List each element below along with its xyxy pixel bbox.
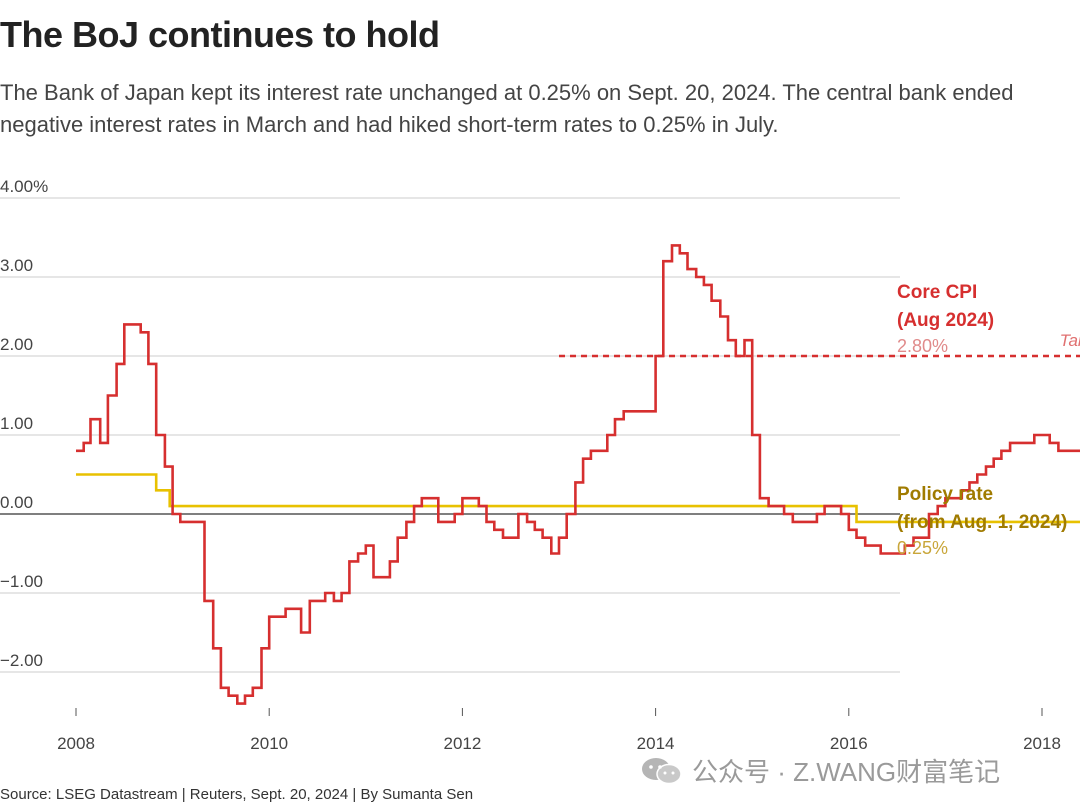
x-tick-label: 2016 — [830, 734, 868, 753]
wechat-icon — [642, 757, 682, 784]
y-tick-label: 2.00 — [0, 335, 33, 354]
core-cpi-line — [76, 244, 1080, 705]
y-tick-label: 1.00 — [0, 414, 33, 433]
policy-rate-value: 0.25% — [897, 538, 948, 558]
y-tick-label: −1.00 — [0, 572, 43, 591]
x-axis-ticks — [75, 708, 1043, 716]
policy-rate-label: Policy rate — [897, 484, 993, 505]
y-tick-label: 3.00 — [0, 256, 33, 275]
policy-rate-line — [76, 473, 1080, 524]
target-cpi-label: Target CPI — [1060, 331, 1080, 350]
chart-title: The BoJ continues to hold — [0, 14, 440, 55]
x-tick-label: 2018 — [1023, 734, 1061, 753]
x-tick-label: 2010 — [250, 734, 288, 753]
chart-subtitle: The Bank of Japan kept its interest rate… — [0, 80, 1014, 137]
series-labels: Core CPI (Aug 2024) 2.80% Policy rate (from … — [897, 282, 1067, 558]
policy-rate-label: (from Aug. 1, 2024) — [897, 512, 1067, 533]
x-tick-label: 2008 — [57, 734, 95, 753]
core-cpi-value: 2.80% — [897, 336, 948, 356]
x-axis-labels: 200820102012201420162018202020222024 — [57, 734, 1061, 753]
x-tick-label: 2012 — [443, 734, 481, 753]
core-cpi-label: (Aug 2024) — [897, 310, 994, 331]
core-cpi-label: Core CPI — [897, 282, 977, 303]
line-chart: 4.00% 3.00 2.00 1.00 0.00 −1.00 −2.00 2008 2010… — [0, 177, 1080, 753]
grid-lines — [0, 197, 900, 673]
source-note: Source: LSEG Datastream | Reuters, Sept.… — [0, 786, 474, 803]
y-tick-label: 0.00 — [0, 493, 33, 512]
x-tick-label: 2014 — [637, 734, 675, 753]
y-tick-label: −2.00 — [0, 651, 43, 670]
watermark: 公众号 · Z.WANG财富笔记 — [640, 752, 1000, 789]
watermark-text: 公众号 · Z.WANG财富笔记 — [692, 757, 1001, 787]
y-axis-labels: 4.00% 3.00 2.00 1.00 0.00 −1.00 −2.00 — [0, 177, 48, 670]
y-tick-label: 4.00% — [0, 177, 48, 196]
